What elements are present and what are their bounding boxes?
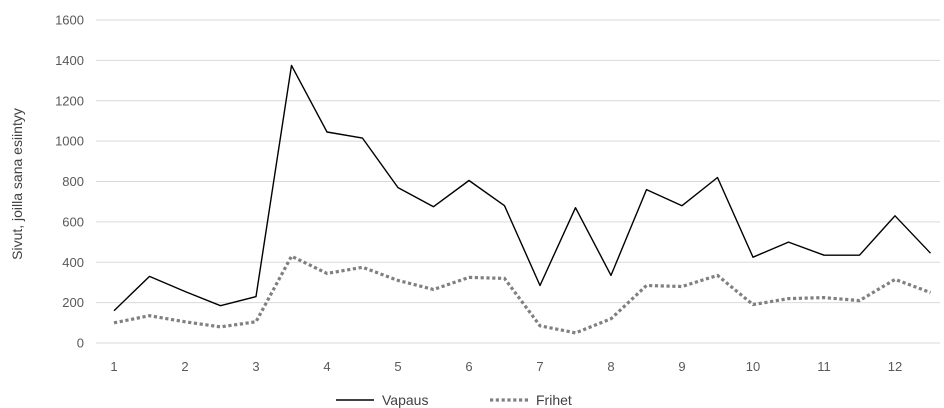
x-tick-label: 6 xyxy=(465,359,472,374)
legend: Vapaus Frihet xyxy=(336,392,572,408)
x-tick-label: 1 xyxy=(110,359,117,374)
y-tick-label: 600 xyxy=(62,214,84,229)
legend-label-vapaus: Vapaus xyxy=(382,392,428,408)
x-tick-label: 5 xyxy=(394,359,401,374)
y-tick-label: 1200 xyxy=(55,93,84,108)
x-tick-label: 8 xyxy=(607,359,614,374)
x-tick-label: 7 xyxy=(536,359,543,374)
y-axis-ticks: 0 200 400 600 800 1000 1200 1400 1600 xyxy=(55,13,84,351)
y-tick-label: 400 xyxy=(62,255,84,270)
legend-label-frihet: Frihet xyxy=(536,392,572,408)
x-tick-label: 2 xyxy=(181,359,188,374)
y-tick-label: 1600 xyxy=(55,13,84,28)
y-tick-label: 1000 xyxy=(55,134,84,149)
x-tick-label: 4 xyxy=(323,359,330,374)
y-tick-label: 200 xyxy=(62,295,84,310)
series-line-frihet xyxy=(113,254,932,335)
x-tick-label: 10 xyxy=(746,359,760,374)
x-tick-label: 9 xyxy=(678,359,685,374)
y-tick-label: 1400 xyxy=(55,53,84,68)
gridlines xyxy=(96,19,940,344)
x-tick-label: 3 xyxy=(252,359,259,374)
series-line-vapaus xyxy=(113,64,932,312)
x-tick-label: 11 xyxy=(817,359,831,374)
y-tick-label: 800 xyxy=(62,174,84,189)
series-lines xyxy=(113,64,932,335)
x-tick-label: 12 xyxy=(888,359,902,374)
x-axis-ticks: 1 2 3 4 5 6 7 8 9 10 11 12 xyxy=(110,359,902,374)
y-axis-label: Sivut, joilla sana esiintyy xyxy=(9,108,25,260)
y-tick-label: 0 xyxy=(77,336,84,351)
